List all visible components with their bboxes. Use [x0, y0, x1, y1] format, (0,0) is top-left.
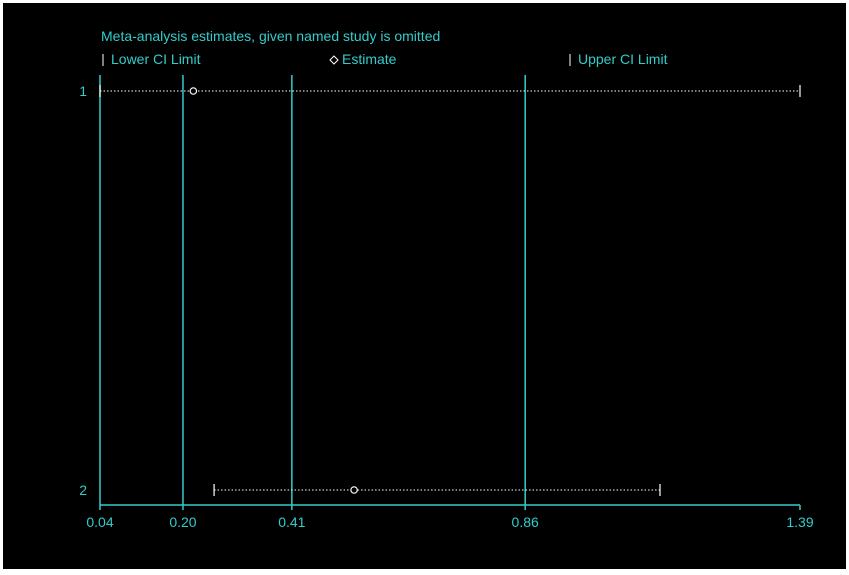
study-rows: 12 [79, 83, 801, 498]
x-tick-label: 0.20 [169, 514, 196, 530]
legend-label: Estimate [342, 51, 397, 67]
legend-estimate-symbol [329, 55, 339, 65]
legend-label: Lower CI Limit [111, 51, 201, 67]
row-label: 1 [79, 83, 87, 99]
estimate-marker [189, 87, 198, 95]
chart-title: Meta-analysis estimates, given named stu… [101, 28, 440, 44]
x-tick-label: 0.04 [86, 514, 113, 530]
x-tick-label: 0.86 [512, 514, 539, 530]
estimate-marker [350, 486, 358, 494]
forest-plot: Meta-analysis estimates, given named stu… [79, 28, 814, 530]
legend-label: Upper CI Limit [578, 51, 668, 67]
reference-lines [99, 75, 526, 505]
row-label: 2 [79, 482, 87, 498]
x-tick-label: 1.39 [786, 514, 813, 530]
x-axis: 0.04 0.20 0.41 0.86 1.39 [86, 504, 814, 530]
legend: Lower CI Limit Estimate Upper CI Limit [102, 51, 668, 67]
x-tick-label: 0.41 [278, 514, 305, 530]
